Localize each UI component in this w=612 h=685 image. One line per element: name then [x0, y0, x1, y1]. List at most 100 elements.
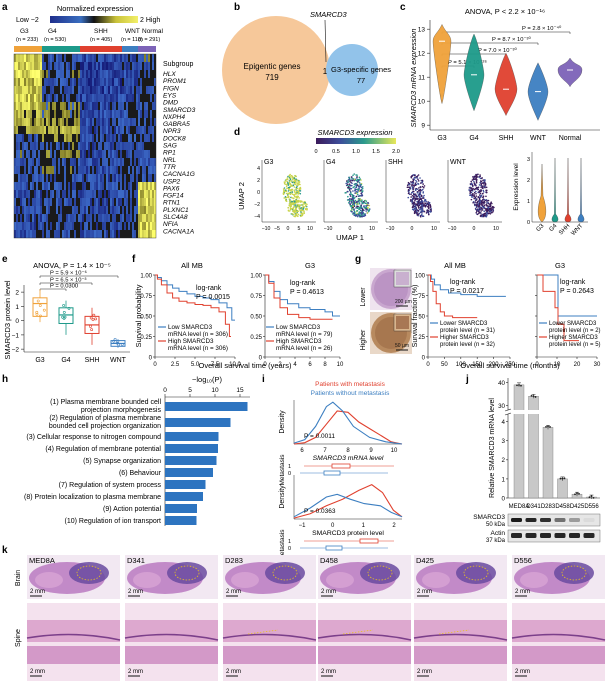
j-ytick-1: 1	[502, 476, 506, 483]
umap-colorbar	[316, 138, 396, 144]
venn-overlap-count: 1	[323, 67, 328, 76]
h-bar-8	[165, 492, 203, 501]
gene-ttr: TTR	[163, 164, 176, 171]
g-left-higher: Higher SMARCD3	[440, 335, 489, 341]
panel-g-label: g	[355, 254, 361, 265]
umap-g4-xtick-2: 0	[349, 226, 352, 232]
panel-e: e ANOVA, P = 1.4 × 10⁻⁵ SMARCD3 protein …	[2, 254, 130, 364]
i-density-nomet-1	[293, 401, 403, 445]
panel-c: c ANOVA, P < 2.2 × 10⁻¹⁶ SMARCD3 mRNA ex…	[400, 2, 600, 142]
gene-cacna1g: CACNA1G	[163, 171, 195, 178]
gene-rtn1: RTN1	[163, 200, 180, 207]
k-spine-d425: 2 mm	[413, 603, 508, 681]
j-bar-med8a	[513, 384, 525, 499]
gene-eys: EYS	[163, 92, 177, 99]
g-left-curve-lower	[428, 274, 506, 297]
f-left-curve-high	[155, 274, 231, 337]
umap-violin-g3	[537, 163, 547, 223]
i-xtick-1-1: 7	[323, 448, 327, 454]
gene-usp2: USP2	[163, 178, 181, 185]
panel-j: j Relative SMARCD3 mRNA level 40 30 4 3 2 1 0M…	[465, 374, 601, 544]
group-name-normal: Normal	[142, 28, 164, 35]
k-row-brain: Brain	[15, 570, 22, 586]
umap-colorbar-ticks: 0 0.5 1.0 1.5 2.0	[314, 149, 399, 155]
umap-wnt-xtick-4: 10	[493, 226, 499, 232]
panel-b-label: b	[234, 2, 240, 13]
f-right-p: P = 0.4613	[290, 289, 324, 296]
group-n-g3: (n = 233)	[16, 37, 38, 43]
gene-fgf14: FGF14	[163, 193, 184, 200]
panel-c-yticks: 9 10 11 12 13	[418, 27, 430, 130]
i-yes-2: 1	[288, 539, 291, 545]
c-ytick-9: 9	[421, 123, 425, 130]
h-xtick-5: 5	[188, 387, 192, 394]
f-right-xtick-1: 2	[278, 362, 282, 368]
c-ytick-12: 12	[418, 51, 426, 58]
f-left-xtick-3: 7.5	[211, 362, 220, 368]
k-brain-d458: D458 2 mm	[318, 555, 411, 599]
venn-epigenetic-circle	[222, 16, 330, 124]
k-line-label-d556: D556	[514, 556, 532, 565]
d-scale-tick-4: 2.0	[392, 149, 400, 155]
group-n-g4: (n = 530)	[44, 37, 66, 43]
panel-h-axis-title: −log₁₀(P)	[192, 375, 223, 384]
umap-violin-wnt	[577, 157, 585, 223]
panel-f-left-title: All MB	[181, 261, 203, 270]
panel-b: b SMARCD3 Epigentic genes 719 1 G3-speci…	[222, 2, 391, 124]
k-brain-scale-d556: 2 mm	[515, 589, 530, 595]
k-spine-scale-d556: 2 mm	[515, 669, 530, 675]
i-pval-1: P = 0.0011	[304, 433, 335, 440]
h-bar-10	[165, 516, 197, 525]
j-xtick-d458: D458	[555, 504, 570, 510]
heatmap-frame	[13, 53, 157, 239]
j-xtick-d425: D425	[570, 504, 585, 510]
j-ytick-3: 3	[502, 438, 506, 445]
panel-e-label: e	[2, 254, 8, 265]
panel-h: h −log₁₀(P) 0 5 10 15 (1) Plasma membrane b…	[2, 374, 250, 526]
f-left-xtick-4: 10.0	[229, 362, 241, 368]
subgroup-bar-normal	[138, 46, 156, 52]
c-pval-4: P = 2.8 × 10⁻⁴⁰	[522, 25, 562, 32]
umap-violin-xtick-g4: G4	[549, 223, 559, 233]
blot-actin-label: Actin	[491, 530, 506, 537]
umap-g3-xtick-4: 10	[307, 226, 313, 232]
panel-f-xlabel: Overall survival time (years)	[199, 361, 292, 370]
h-bar-6	[165, 468, 213, 477]
panel-c-violins	[432, 24, 583, 121]
g-row-higher: Higher	[360, 329, 367, 350]
ihc-lower-image	[370, 268, 412, 310]
i-xtick-1-4: 10	[391, 448, 398, 454]
f-left-logrank: log-rank	[196, 285, 222, 292]
panel-d-label: d	[234, 127, 240, 138]
gene-dmd: DMD	[163, 100, 178, 107]
d-scale-tick-0: 0	[314, 149, 317, 155]
g-right-lower2: protein level (n = 2)	[549, 328, 601, 334]
f-right-xtick-5: 10	[337, 362, 344, 368]
e-pval-2: P = 6.5 × 10⁻³	[50, 278, 87, 284]
panel-e-boxes	[32, 289, 126, 348]
e-xtick-shh: SHH	[85, 357, 100, 364]
subgroup-bar-g3	[14, 46, 42, 52]
heatmap-legend-title: Normalized expression	[57, 4, 133, 13]
i-metastasis-label-1: Metastasis	[279, 454, 286, 486]
i-legend-met: Patients with metastasis	[315, 381, 385, 388]
k-spine-d341: 2 mm	[124, 603, 219, 681]
g-right-logrank: log-rank	[560, 279, 586, 286]
ihc-scale-1: 200 µm	[395, 299, 412, 305]
k-spine-scale-d425: 2 mm	[417, 669, 432, 675]
group-name-wnt: WNT	[125, 28, 140, 35]
f-right-legend: Low SMARCD3 mRNA level (n = 79) High SMA…	[266, 324, 333, 352]
h-xtick-0: 0	[163, 387, 167, 394]
e-box-wnt	[110, 337, 126, 348]
panel-e-anova: ANOVA, P = 1.4 × 10⁻⁵	[33, 261, 111, 270]
j-ytick-40: 40	[498, 380, 505, 387]
f-right-logrank: log-rank	[290, 280, 316, 287]
umap-ytick-1: 2	[257, 178, 260, 184]
e-pval-1: P = 5.9 × 10⁻⁶	[50, 270, 88, 277]
j-ytick-2: 2	[502, 457, 506, 464]
g-left-xtick-4: 200	[489, 362, 500, 368]
h-bar-2	[165, 418, 231, 427]
